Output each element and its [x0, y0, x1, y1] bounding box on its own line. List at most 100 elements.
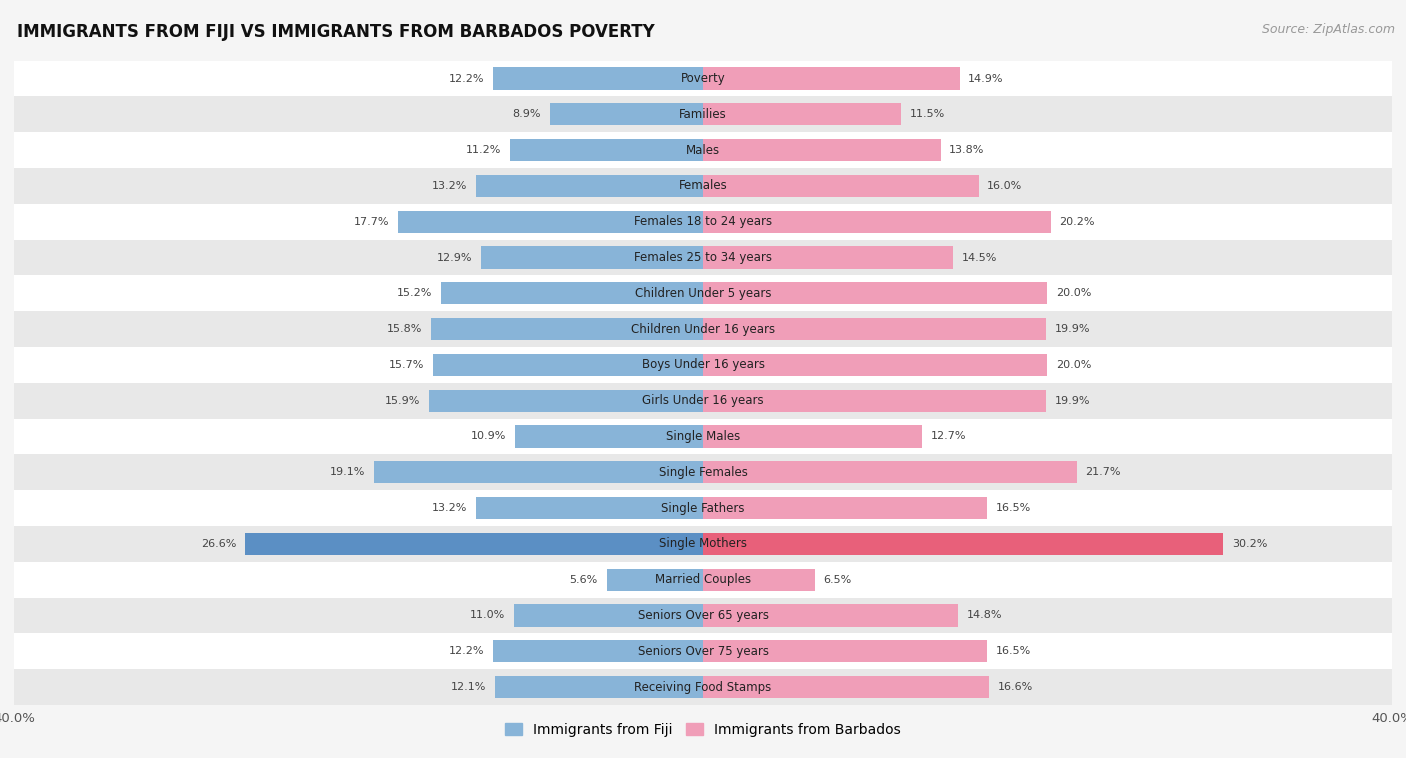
Bar [14, 168, 1392, 204]
Bar [495, 676, 703, 698]
Text: 12.1%: 12.1% [450, 682, 486, 692]
Text: Married Couples: Married Couples [655, 573, 751, 586]
Text: Girls Under 16 years: Girls Under 16 years [643, 394, 763, 407]
Bar [703, 533, 1223, 555]
Text: Females: Females [679, 180, 727, 193]
Bar [494, 67, 703, 89]
Bar [441, 282, 703, 305]
Bar [475, 175, 703, 197]
Text: Poverty: Poverty [681, 72, 725, 85]
Text: 8.9%: 8.9% [513, 109, 541, 119]
Bar [703, 318, 1046, 340]
Text: 20.2%: 20.2% [1060, 217, 1095, 227]
Text: 10.9%: 10.9% [471, 431, 506, 441]
Bar [14, 312, 1392, 347]
Text: 5.6%: 5.6% [569, 575, 598, 584]
Bar [703, 676, 988, 698]
Bar [703, 103, 901, 125]
Bar [14, 240, 1392, 275]
Text: 14.9%: 14.9% [969, 74, 1004, 83]
Bar [430, 318, 703, 340]
Text: Seniors Over 65 years: Seniors Over 65 years [637, 609, 769, 622]
Text: 13.8%: 13.8% [949, 145, 984, 155]
Text: Single Males: Single Males [666, 430, 740, 443]
Text: 14.8%: 14.8% [966, 610, 1002, 621]
Text: 19.9%: 19.9% [1054, 324, 1090, 334]
Bar [481, 246, 703, 268]
Bar [703, 604, 957, 627]
Bar [703, 390, 1046, 412]
Bar [606, 568, 703, 590]
Text: Females 25 to 34 years: Females 25 to 34 years [634, 251, 772, 264]
Text: Children Under 16 years: Children Under 16 years [631, 323, 775, 336]
Bar [14, 562, 1392, 597]
Text: 13.2%: 13.2% [432, 181, 467, 191]
Bar [14, 96, 1392, 132]
Legend: Immigrants from Fiji, Immigrants from Barbados: Immigrants from Fiji, Immigrants from Ba… [505, 722, 901, 737]
Bar [14, 526, 1392, 562]
Text: 6.5%: 6.5% [824, 575, 852, 584]
Text: IMMIGRANTS FROM FIJI VS IMMIGRANTS FROM BARBADOS POVERTY: IMMIGRANTS FROM FIJI VS IMMIGRANTS FROM … [17, 23, 655, 41]
Bar [429, 390, 703, 412]
Text: Males: Males [686, 143, 720, 157]
Text: 30.2%: 30.2% [1232, 539, 1267, 549]
Text: Source: ZipAtlas.com: Source: ZipAtlas.com [1261, 23, 1395, 36]
Bar [703, 211, 1050, 233]
Bar [14, 597, 1392, 634]
Bar [703, 425, 922, 447]
Text: 11.2%: 11.2% [467, 145, 502, 155]
Text: 12.2%: 12.2% [449, 74, 484, 83]
Bar [14, 275, 1392, 312]
Text: 13.2%: 13.2% [432, 503, 467, 513]
Bar [703, 175, 979, 197]
Bar [494, 641, 703, 662]
Bar [703, 497, 987, 519]
Text: Families: Families [679, 108, 727, 121]
Bar [14, 347, 1392, 383]
Bar [703, 246, 953, 268]
Text: 19.1%: 19.1% [330, 467, 366, 478]
Text: Single Mothers: Single Mothers [659, 537, 747, 550]
Text: 21.7%: 21.7% [1085, 467, 1121, 478]
Text: 16.0%: 16.0% [987, 181, 1022, 191]
Bar [703, 641, 987, 662]
Text: 17.7%: 17.7% [354, 217, 389, 227]
Bar [433, 354, 703, 376]
Text: 12.7%: 12.7% [931, 431, 966, 441]
Text: Boys Under 16 years: Boys Under 16 years [641, 359, 765, 371]
Bar [550, 103, 703, 125]
Text: 12.9%: 12.9% [437, 252, 472, 262]
Text: 15.8%: 15.8% [387, 324, 422, 334]
Text: 20.0%: 20.0% [1056, 288, 1091, 299]
Bar [14, 383, 1392, 418]
Bar [510, 139, 703, 161]
Bar [14, 634, 1392, 669]
Bar [703, 461, 1077, 484]
Text: 15.7%: 15.7% [388, 360, 425, 370]
Bar [14, 490, 1392, 526]
Text: 16.6%: 16.6% [997, 682, 1033, 692]
Bar [14, 454, 1392, 490]
Text: Children Under 5 years: Children Under 5 years [634, 287, 772, 300]
Bar [14, 418, 1392, 454]
Bar [703, 139, 941, 161]
Text: 15.9%: 15.9% [385, 396, 420, 406]
Bar [398, 211, 703, 233]
Text: Single Females: Single Females [658, 465, 748, 479]
Bar [703, 354, 1047, 376]
Text: 11.0%: 11.0% [470, 610, 505, 621]
Bar [515, 425, 703, 447]
Text: Seniors Over 75 years: Seniors Over 75 years [637, 645, 769, 658]
Bar [703, 282, 1047, 305]
Bar [14, 132, 1392, 168]
Text: 11.5%: 11.5% [910, 109, 945, 119]
Text: 20.0%: 20.0% [1056, 360, 1091, 370]
Text: 19.9%: 19.9% [1054, 396, 1090, 406]
Text: 26.6%: 26.6% [201, 539, 236, 549]
Text: 15.2%: 15.2% [398, 288, 433, 299]
Bar [14, 669, 1392, 705]
Bar [14, 61, 1392, 96]
Text: Receiving Food Stamps: Receiving Food Stamps [634, 681, 772, 694]
Bar [703, 67, 960, 89]
Bar [245, 533, 703, 555]
